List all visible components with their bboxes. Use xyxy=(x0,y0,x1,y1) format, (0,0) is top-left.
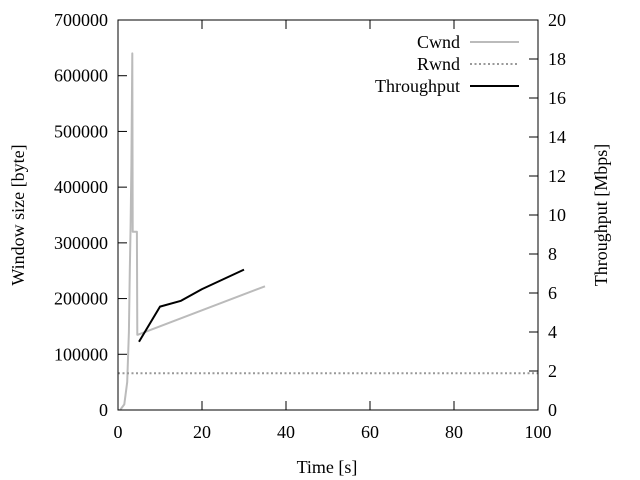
x-tick-label: 0 xyxy=(114,422,123,442)
y-tick-label-right: 8 xyxy=(548,244,557,264)
x-tick-label: 20 xyxy=(193,422,211,442)
x-tick-label: 40 xyxy=(277,422,295,442)
y-axis-title-left: Window size [byte] xyxy=(8,144,28,285)
series-line-throughput xyxy=(138,268,245,343)
y-tick-label-left: 0 xyxy=(99,400,108,420)
y-tick-label-right: 6 xyxy=(548,283,557,303)
legend-label-cwnd: Cwnd xyxy=(417,32,460,52)
plot-frame xyxy=(117,19,539,411)
y-tick-label-right: 16 xyxy=(548,88,566,108)
y-axis-title-right: Throughput [Mbps] xyxy=(591,144,611,287)
x-tick-label: 60 xyxy=(361,422,379,442)
legend-label-rwnd: Rwnd xyxy=(417,54,460,74)
y-tick-label-right: 0 xyxy=(548,400,557,420)
y-tick-label-left: 200000 xyxy=(54,289,108,309)
x-axis-title: Time [s] xyxy=(297,457,358,477)
y-tick-label-right: 4 xyxy=(548,322,557,342)
y-tick-label-left: 400000 xyxy=(54,177,108,197)
x-tick-label: 100 xyxy=(525,422,552,442)
y-tick-label-right: 14 xyxy=(548,127,566,147)
y-tick-label-right: 2 xyxy=(548,361,557,381)
y-tick-label-left: 100000 xyxy=(54,344,108,364)
legend-label-throughput: Throughput xyxy=(375,76,460,96)
y-tick-label-right: 18 xyxy=(548,49,566,69)
y-tick-label-left: 700000 xyxy=(54,10,108,30)
x-tick-label: 80 xyxy=(445,422,463,442)
y-tick-label-left: 300000 xyxy=(54,233,108,253)
y-tick-label-right: 20 xyxy=(548,10,566,30)
y-tick-label-left: 600000 xyxy=(54,66,108,86)
y-tick-label-left: 500000 xyxy=(54,121,108,141)
y-tick-label-right: 12 xyxy=(548,166,566,186)
series-line-cwnd xyxy=(119,52,266,411)
y-tick-label-right: 10 xyxy=(548,205,566,225)
